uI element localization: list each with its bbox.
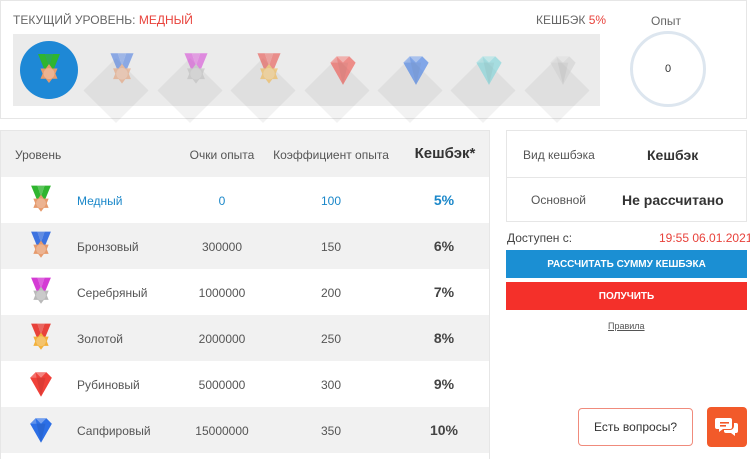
main-cashback-value: Не рассчитано	[622, 192, 724, 208]
platinum-gem-icon	[550, 56, 576, 85]
level-coefficient: 150	[320, 240, 342, 254]
current-cashback: КЕШБЭК 5%	[536, 13, 606, 27]
strip-sapphire-gem	[377, 34, 452, 124]
strip-copper-medal	[13, 34, 85, 106]
available-from-date: 19:55 06.01.2021	[659, 231, 750, 245]
strip-ruby-gem	[304, 34, 379, 124]
copper-medal-icon	[31, 185, 51, 212]
level-name: Серебряный	[77, 286, 148, 300]
ruby-gem-icon	[30, 372, 52, 397]
level-name: Медный	[77, 194, 123, 208]
cashback-type-box: Вид кешбэка Кешбэк Основной Не рассчитан…	[506, 130, 747, 222]
level-medal	[23, 274, 59, 313]
strip-platinum-gem	[524, 34, 599, 124]
table-row: Сапфировый 15000000 350 10%	[1, 407, 489, 453]
level-points: 15000000	[195, 424, 249, 438]
table-row: Рубиновый 5000000 300 9%	[1, 361, 489, 407]
level-coefficient: 300	[320, 378, 342, 392]
experience-value: 0	[664, 63, 672, 75]
level-name: Сапфировый	[77, 424, 151, 438]
level-medal	[23, 320, 59, 359]
level-coefficient: 200	[320, 286, 342, 300]
diamond-gem-icon	[476, 56, 502, 85]
level-cashback: 5%	[433, 192, 455, 208]
level-points: 0	[218, 194, 226, 208]
rules-link[interactable]: Правила	[608, 321, 645, 331]
level-medal	[23, 182, 59, 221]
bronze-medal-icon	[31, 231, 51, 258]
table-row: Золотой 2000000 250 8%	[1, 315, 489, 361]
sapphire-gem-icon	[403, 56, 429, 85]
level-cashback: 9%	[433, 376, 455, 392]
divider	[507, 177, 746, 178]
get-cashback-button[interactable]: ПОЛУЧИТЬ	[506, 282, 747, 310]
level-cashback: 6%	[433, 238, 455, 254]
level-cashback: 10%	[429, 422, 459, 438]
level-name: Золотой	[77, 332, 123, 346]
silver-medal-icon	[184, 53, 208, 84]
level-cashback: 7%	[433, 284, 455, 300]
copper-medal-icon	[38, 54, 60, 83]
gold-medal-icon	[31, 323, 51, 350]
cashback-type-header: Кешбэк	[647, 147, 699, 163]
gold-medal-icon	[257, 53, 281, 84]
strip-diamond-gem	[450, 34, 525, 124]
ruby-gem-icon	[329, 56, 356, 85]
level-name: Рубиновый	[77, 378, 140, 392]
questions-button[interactable]: Есть вопросы?	[578, 408, 693, 446]
level-points: 300000	[201, 240, 243, 254]
table-row: Серебряный 1000000 200 7%	[1, 269, 489, 315]
bronze-medal-icon	[110, 53, 134, 84]
strip-gold-medal	[230, 34, 305, 124]
table-header: Уровень Очки опыта Коэффициент опыта Кеш…	[1, 131, 489, 177]
level-cashback: 8%	[433, 330, 455, 346]
current-level-label: ТЕКУЩИЙ УРОВЕНЬ:	[13, 13, 136, 27]
table-row: Бронзовый 300000 150 6%	[1, 223, 489, 269]
sapphire-gem-icon	[30, 418, 52, 443]
available-from-label: Доступен с:	[507, 231, 573, 245]
experience-label: Опыт	[651, 14, 681, 28]
active-level-disc	[20, 41, 78, 99]
level-medal	[23, 228, 59, 267]
level-medal	[23, 366, 59, 405]
table-row: Медный 0 100 5%	[1, 177, 489, 223]
current-cashback-value: 5%	[588, 13, 607, 27]
current-level: ТЕКУЩИЙ УРОВЕНЬ: МЕДНЫЙ	[13, 13, 193, 27]
level-coefficient: 100	[320, 194, 342, 208]
level-status-panel: ТЕКУЩИЙ УРОВЕНЬ: МЕДНЫЙ КЕШБЭК 5%	[0, 0, 747, 124]
cashback-type-label: Вид кешбэка	[523, 148, 595, 162]
main-cashback-label: Основной	[531, 193, 587, 207]
chat-bubbles-icon	[715, 418, 738, 436]
header-cashback: Кешбэк*	[414, 145, 476, 162]
level-medal	[23, 412, 59, 451]
current-level-value: МЕДНЫЙ	[138, 13, 193, 27]
header-points: Очки опыта	[189, 148, 255, 162]
medal-progress-strip	[13, 34, 600, 124]
questions-button-label: Есть вопросы?	[593, 420, 677, 434]
header-coefficient: Коэффициент опыта	[273, 148, 389, 162]
level-points: 2000000	[198, 332, 246, 346]
level-points: 5000000	[198, 378, 246, 392]
level-points: 1000000	[198, 286, 246, 300]
level-coefficient: 250	[320, 332, 342, 346]
level-name: Бронзовый	[77, 240, 139, 254]
silver-medal-icon	[31, 277, 51, 304]
header-level: Уровень	[15, 148, 62, 162]
levels-table: Уровень Очки опыта Коэффициент опыта Кеш…	[0, 130, 490, 459]
strip-silver-medal	[157, 34, 232, 124]
calculate-cashback-button[interactable]: РАССЧИТАТЬ СУММУ КЕШБЭКА	[506, 250, 747, 278]
level-coefficient: 350	[320, 424, 342, 438]
chat-button[interactable]	[707, 407, 747, 447]
strip-bronze-medal	[83, 34, 158, 124]
experience-gauge: 0	[630, 31, 706, 107]
current-cashback-label: КЕШБЭК	[536, 13, 586, 27]
